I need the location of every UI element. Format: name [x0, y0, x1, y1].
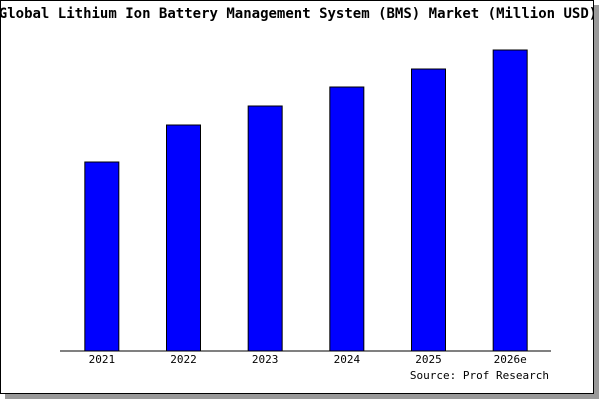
x-tick-label: 2024 — [334, 353, 361, 366]
x-tick-label: 2026e — [494, 353, 527, 366]
x-tick-label: 2023 — [252, 353, 279, 366]
bar — [84, 161, 120, 352]
x-tick-label: 2021 — [89, 353, 116, 366]
x-tick-label: 2025 — [415, 353, 442, 366]
bar — [329, 86, 365, 352]
source-note: Source: Prof Research — [410, 369, 549, 382]
bar — [492, 49, 528, 352]
bar — [247, 105, 283, 352]
bar — [411, 68, 446, 352]
bar — [166, 124, 201, 352]
x-tick-label: 2022 — [170, 353, 197, 366]
chart-content: Global Lithium Ion Battery Management Sy… — [0, 6, 597, 382]
chart-title: Global Lithium Ion Battery Management Sy… — [0, 6, 597, 22]
